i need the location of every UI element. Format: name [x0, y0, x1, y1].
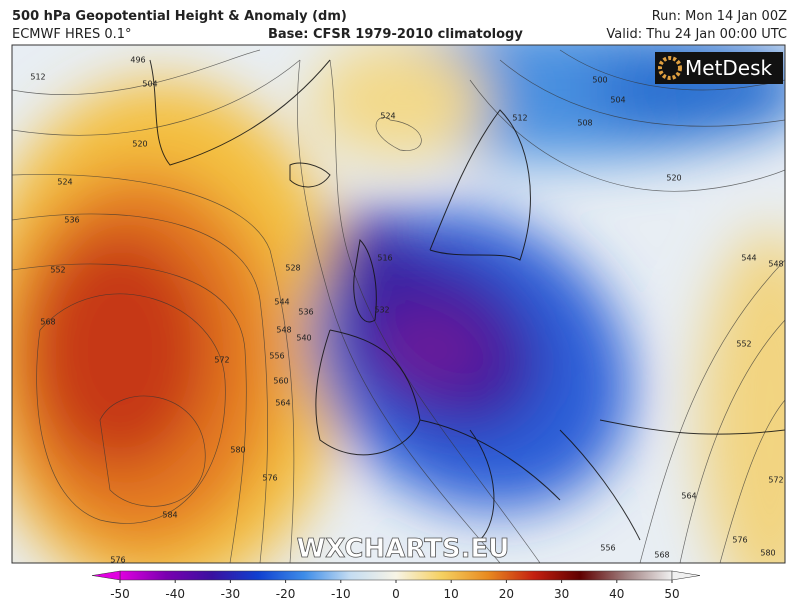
contour-label: 544 — [741, 254, 756, 263]
logo: MetDesk — [685, 56, 773, 80]
colorbar-arrow — [671, 570, 701, 581]
contour-label: 536 — [64, 216, 79, 225]
contour-label: 580 — [760, 549, 775, 558]
title: 500 hPa Geopotential Height & Anomaly (d… — [12, 9, 347, 24]
map: 496 504 512 520 524 536 552 568 572 580 576 584 576 5… — [12, 45, 785, 565]
contour-label: 540 — [296, 334, 311, 343]
contour-label: 552 — [50, 266, 65, 275]
contour-label: 576 — [732, 536, 747, 545]
contour-label: 576 — [110, 556, 125, 565]
contour-label: 496 — [130, 56, 145, 65]
contour-label: 520 — [132, 140, 147, 149]
contour-label: 556 — [600, 544, 615, 553]
contour-label: 580 — [230, 446, 245, 455]
watermark: WXCHARTS.EU — [297, 534, 510, 564]
contour-label: 512 — [30, 73, 45, 82]
contour-label: 584 — [162, 511, 177, 520]
contour-label: 572 — [214, 356, 229, 365]
contour-label: 568 — [40, 318, 55, 327]
contour-label: 564 — [681, 492, 696, 501]
contour-label: 556 — [269, 352, 284, 361]
colorbar-tick-label: 50 — [664, 587, 679, 601]
contour-label: 516 — [377, 254, 392, 263]
valid: Valid: Thu 24 Jan 00:00 UTC — [606, 27, 787, 42]
colorbar-tick-label: 0 — [392, 587, 400, 601]
contour-label: 532 — [374, 306, 389, 315]
contour-label: 524 — [380, 112, 395, 121]
model: ECMWF HRES 0.1° — [12, 27, 132, 42]
contour-label: 548 — [276, 326, 291, 335]
colorbar-arrow — [91, 570, 121, 581]
contour-label: 504 — [610, 96, 625, 105]
colorbar-tick-label: 10 — [444, 587, 459, 601]
contour-label: 512 — [512, 114, 527, 123]
logo-box — [655, 52, 783, 84]
contour-label: 576 — [262, 474, 277, 483]
contour-label: 568 — [654, 551, 669, 560]
contour-label: 564 — [275, 399, 290, 408]
contour-label: 508 — [577, 119, 592, 128]
contour-label: 544 — [274, 298, 289, 307]
contour-label: 524 — [57, 178, 72, 187]
colorbar-tick-label: -20 — [276, 587, 296, 601]
colorbar-tick-label: -10 — [331, 587, 351, 601]
run: Run: Mon 14 Jan 00Z — [652, 9, 787, 24]
base: Base: CFSR 1979-2010 climatology — [268, 27, 523, 42]
contour-label: 528 — [285, 264, 300, 273]
contour-label: 504 — [142, 80, 157, 89]
contour-label: 520 — [666, 174, 681, 183]
colorbar — [119, 570, 673, 581]
contour-label: 500 — [592, 76, 607, 85]
contour-label: 548 — [768, 260, 783, 269]
map-frame — [11, 44, 786, 564]
contour-label: 552 — [736, 340, 751, 349]
colorbar-tick-label: 40 — [609, 587, 624, 601]
contour-label: 572 — [768, 476, 783, 485]
colorbar-tick-label: 30 — [554, 587, 569, 601]
colorbar-tick-label: -50 — [110, 587, 130, 601]
logo-icon — [658, 56, 682, 80]
colorbar-tick-label: -40 — [165, 587, 185, 601]
colorbar-tick-label: -30 — [221, 587, 241, 601]
colorbar-tick-label: 20 — [499, 587, 514, 601]
contour-label: 536 — [298, 308, 313, 317]
contour-label: 560 — [273, 377, 288, 386]
